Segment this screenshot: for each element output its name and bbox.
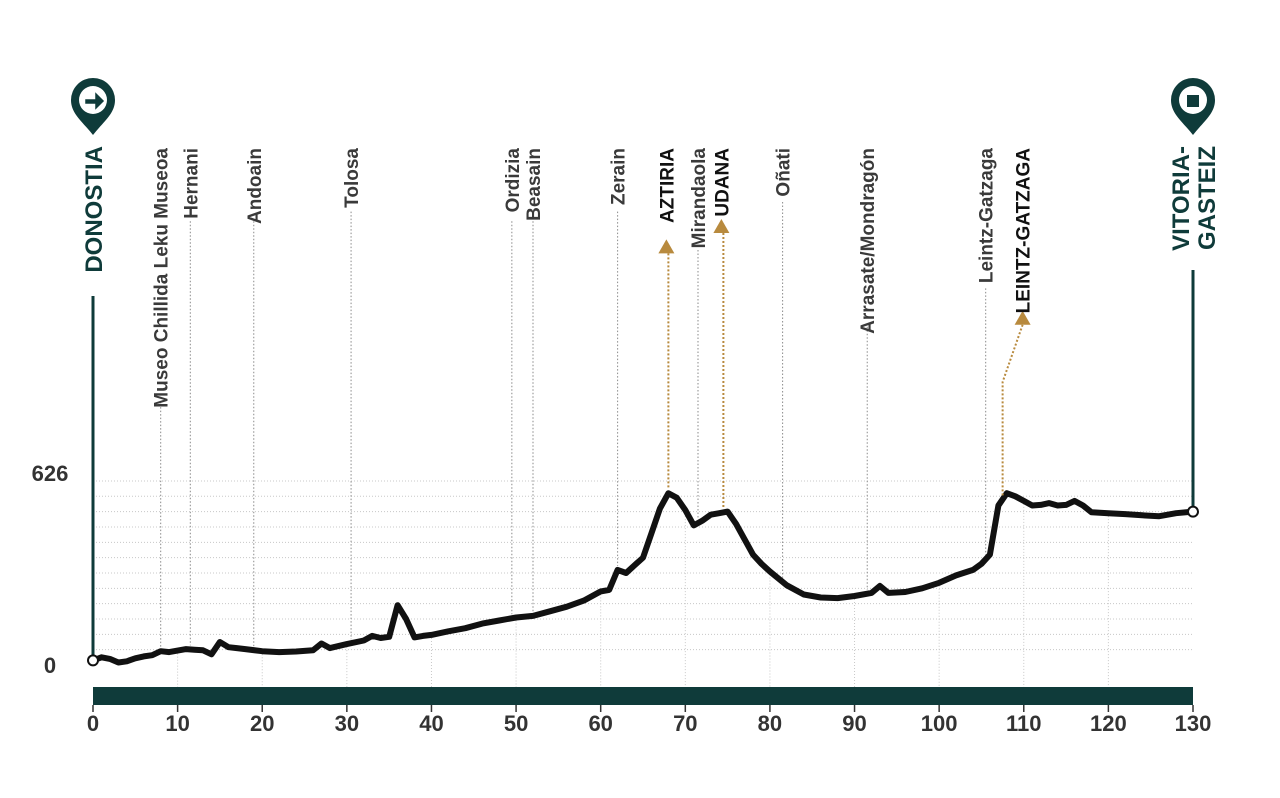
x-tick-label: 50	[504, 711, 528, 736]
y-axis-ticks: 0 626	[32, 461, 69, 678]
place-guide-lines	[160, 202, 987, 648]
x-tick-label: 130	[1175, 711, 1212, 736]
climb-labels: AZTIRIA UDANA LEINTZ-GATZAGA	[657, 148, 1035, 509]
finish-marker: VITORIA- GASTEIZ	[1168, 78, 1221, 518]
finish-label-line1: VITORIA-	[1168, 146, 1195, 251]
place-labels: Museo Chillida Leku Museoa Hernani Andoain…	[152, 148, 998, 408]
climb-triangle-icon	[1014, 310, 1031, 325]
start-marker: DONOSTIA	[71, 78, 115, 667]
square-stop-icon	[1187, 95, 1199, 107]
start-point	[87, 654, 99, 667]
profile-line	[90, 490, 1196, 666]
place-label: Hernani	[181, 148, 202, 219]
x-tick-label: 60	[588, 711, 612, 736]
climb-triangle-icon	[713, 219, 730, 233]
x-tick-label: 100	[921, 711, 958, 736]
place-label: Mirandaola	[689, 148, 710, 249]
place-label: Beasain	[524, 148, 545, 221]
x-tick-label: 110	[1006, 711, 1042, 736]
y-tick-label: 0	[44, 653, 56, 678]
x-tick-label: 20	[250, 711, 274, 736]
climb-triangle-icon	[658, 239, 675, 254]
x-tick-label: 120	[1090, 711, 1127, 736]
place-label: Zerain	[609, 148, 630, 205]
place-label: Oñati	[774, 148, 795, 197]
x-tick-label: 80	[758, 711, 782, 736]
climb-label: UDANA	[712, 148, 733, 217]
place-label: Andoain	[245, 148, 266, 224]
map-pin-icon	[71, 78, 115, 135]
start-label: DONOSTIA	[81, 146, 108, 273]
place-label: Museo Chillida Leku Museoa	[152, 148, 173, 408]
x-tick-label: 0	[87, 711, 99, 736]
climb-label: AZTIRIA	[657, 148, 678, 223]
finish-point	[1187, 505, 1199, 518]
x-tick-label: 40	[419, 711, 443, 736]
place-label: Tolosa	[342, 148, 363, 208]
x-tick-label: 30	[335, 711, 359, 736]
place-label: Arrasate/Mondragón	[858, 148, 879, 334]
finish-label-line2: GASTEIZ	[1194, 146, 1221, 250]
climb-guide-line	[1001, 324, 1024, 496]
x-tick-label: 90	[842, 711, 866, 736]
x-axis-ticks: 0 10 20 30 40 50 60 70 80 90 100 110 120 130	[87, 705, 1211, 736]
x-tick-label: 10	[165, 711, 189, 736]
arrow-right-icon	[85, 92, 105, 110]
place-label: Ordizia	[503, 148, 524, 213]
road-band	[93, 687, 1193, 705]
place-label: Leintz-Gatzaga	[977, 148, 998, 284]
x-tick-label: 70	[673, 711, 697, 736]
map-pin-icon	[1171, 78, 1215, 135]
climb-label: LEINTZ-GATZAGA	[1014, 148, 1035, 314]
y-tick-label: 626	[32, 461, 69, 486]
chart-grid	[93, 480, 1193, 687]
